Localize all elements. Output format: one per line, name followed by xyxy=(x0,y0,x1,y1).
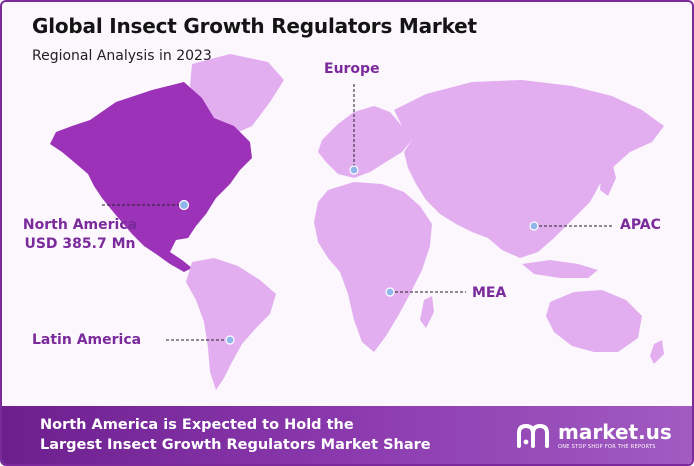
region-name: North America xyxy=(22,217,138,233)
region-value: USD 385.7 Mn xyxy=(24,236,136,252)
page-subtitle: Regional Analysis in 2023 xyxy=(32,48,212,64)
mea-marker xyxy=(385,287,395,297)
madagascar-shape xyxy=(420,296,434,328)
footer-line-1: North America is Expected to Hold the xyxy=(40,417,354,433)
footer-headline: North America is Expected to Hold the La… xyxy=(40,415,431,455)
se-asia-islands-shape xyxy=(522,260,598,278)
logo-wordmark: market.us xyxy=(558,420,672,444)
japan-shape xyxy=(600,162,616,196)
north-america-shape xyxy=(50,82,252,272)
footer-banner: North America is Expected to Hold the La… xyxy=(2,406,692,464)
region-name: APAC xyxy=(620,217,661,233)
north-america-marker xyxy=(178,199,190,211)
logo-tagline: ONE STOP SHOP FOR THE REPORTS xyxy=(558,444,656,450)
page-title: Global Insect Growth Regulators Market xyxy=(32,14,477,38)
market-us-logo-icon xyxy=(517,423,549,448)
region-name: Europe xyxy=(324,61,380,77)
europe-shape xyxy=(318,106,412,178)
region-name: Latin America xyxy=(32,332,142,348)
new-zealand-shape xyxy=(650,340,664,364)
south-america-shape xyxy=(186,258,276,390)
australia-shape xyxy=(546,290,642,352)
region-label-apac: APAC xyxy=(620,216,661,235)
latin-america-marker xyxy=(225,335,235,345)
greenland-shape xyxy=(190,54,284,136)
region-label-europe: Europe xyxy=(324,60,380,79)
region-label-mea: MEA xyxy=(472,284,506,303)
region-label-latin-america: Latin America xyxy=(32,331,141,350)
region-label-north-america: North America USD 385.7 Mn xyxy=(12,216,148,254)
europe-marker xyxy=(349,165,359,175)
footer-line-2: Largest Insect Growth Regulators Market … xyxy=(40,437,431,453)
africa-shape xyxy=(314,182,432,352)
region-name: MEA xyxy=(472,285,507,301)
apac-marker xyxy=(529,221,539,231)
world-map xyxy=(50,54,664,390)
asia-shape xyxy=(394,80,664,258)
